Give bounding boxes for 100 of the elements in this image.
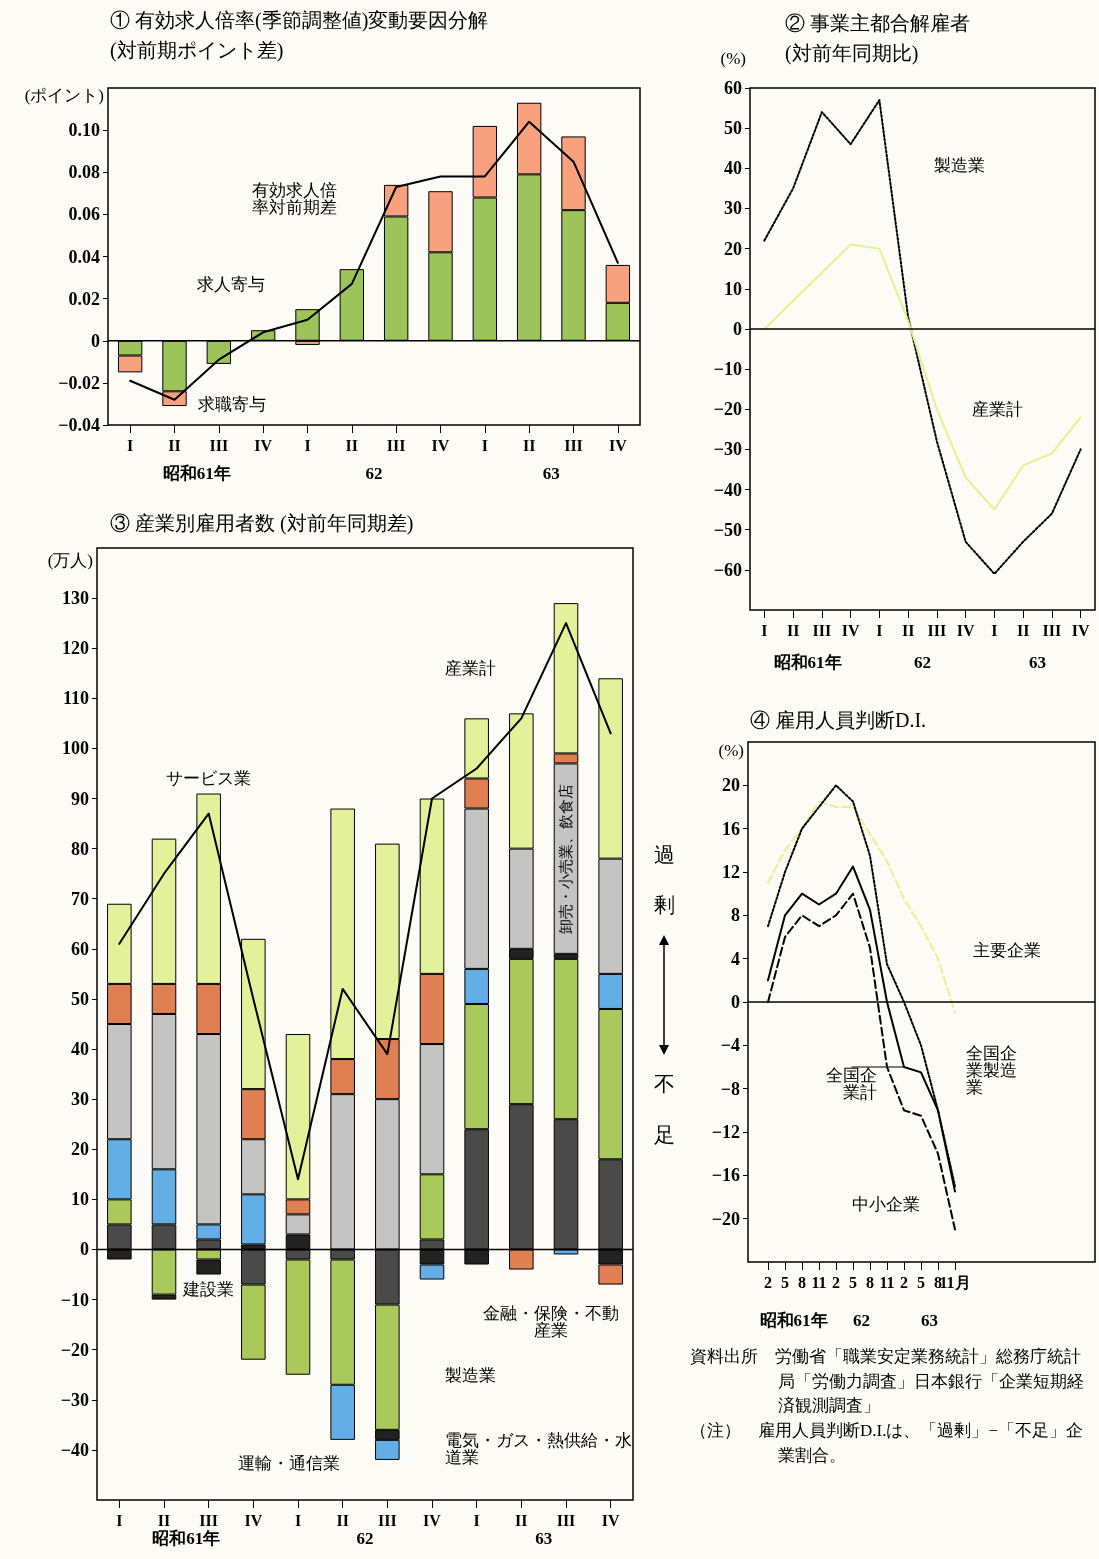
y-axis-title: (ポイント) [24, 85, 104, 105]
text: 62 [914, 652, 931, 672]
x-tick-label: 2 [764, 1273, 772, 1291]
text: 63 [921, 1310, 938, 1330]
y-tick-label: 0 [91, 330, 100, 351]
text: 62 [356, 1528, 374, 1548]
x-tick-label: IV [431, 436, 450, 454]
y-tick-label: 100 [62, 738, 89, 759]
x-tick-label: I [116, 1511, 123, 1529]
x-tick-label: IV [423, 1511, 442, 1529]
y-tick-label: −10 [60, 1289, 89, 1310]
line-series [763, 243, 1082, 511]
text: 製造業 [934, 155, 986, 175]
x-tick-label: 11月 [939, 1273, 971, 1291]
y-tick-label: 0 [733, 318, 742, 339]
series-label: 中小企業 [852, 1195, 920, 1214]
y-tick-label: −0.04 [58, 415, 100, 435]
x-tick-label: II [345, 436, 359, 454]
y-axis-title: (%) [718, 740, 744, 760]
x-tick-label: III [927, 621, 947, 639]
y-tick-label: 90 [71, 788, 89, 809]
x-tick-label: III [564, 436, 583, 454]
series-label: サービス業 [166, 768, 252, 788]
text: 産業計 [445, 658, 497, 678]
y-tick-label: 16 [722, 818, 740, 839]
y-tick-label: −50 [713, 519, 742, 540]
y-tick-label: −20 [60, 1339, 89, 1360]
y-tick-label: 8 [731, 905, 740, 926]
y-tick-label: 20 [724, 238, 742, 259]
text: 昭和61年 [773, 652, 842, 672]
x-tick-label: II [901, 621, 915, 639]
x-tick-label: I [304, 436, 311, 454]
series-label: 運輸・通信業 [238, 1454, 341, 1474]
y-axis-title: (万人) [47, 550, 93, 570]
x-tick-label: II [786, 621, 800, 639]
text: 昭和61年 [759, 1310, 828, 1330]
x-tick-label: 11 [811, 1273, 827, 1291]
text: 製造業 [444, 1365, 496, 1385]
y-tick-label: 60 [724, 78, 742, 98]
y-tick-label: 0 [80, 1239, 89, 1260]
y-tick-label: 0 [731, 992, 740, 1012]
x-tick-label: IV [601, 1511, 620, 1529]
y-tick-label: 30 [71, 1089, 89, 1110]
x-tick-label: 5 [849, 1273, 857, 1291]
y-tick-label: 50 [71, 988, 89, 1009]
y-tick-label: −20 [711, 1208, 740, 1229]
x-tick-label: 5 [917, 1273, 925, 1291]
text: 62 [853, 1310, 870, 1330]
y-axis-title: (%) [720, 48, 746, 68]
y-tick-label: −16 [711, 1165, 740, 1186]
text: 昭和61年 [152, 1528, 221, 1548]
x-tick-label: IV [254, 436, 273, 454]
y-tick-label: −40 [60, 1439, 89, 1460]
text: （注） 雇用人員判断D.I.は、「過剰」−「不足」企業割合。 [690, 1419, 1085, 1467]
x-tick-label: II [157, 1511, 171, 1529]
y-tick-label: −20 [713, 399, 742, 420]
line-series [767, 800, 956, 1014]
x-tick-label: II [515, 1511, 528, 1529]
y-tick-label: −0.02 [58, 372, 100, 393]
y-tick-label: 110 [62, 688, 89, 709]
x-tick-label: I [876, 621, 883, 639]
y-tick-label: −12 [711, 1122, 740, 1142]
y-tick-label: −10 [713, 359, 742, 380]
text: 63 [542, 463, 560, 483]
text: 62 [365, 463, 383, 483]
x-tick-label: I [761, 621, 768, 639]
x-tick-label: 8 [934, 1273, 942, 1291]
y-tick-label: 120 [62, 638, 89, 659]
y-tick-label: −8 [720, 1078, 740, 1099]
chart-subtitle: (対前年同期比) [785, 42, 919, 65]
y-tick-label: 80 [71, 838, 89, 859]
y-tick-label: 50 [724, 118, 742, 139]
x-tick-label: IV [1071, 621, 1090, 639]
x-tick-label: I [481, 436, 488, 454]
y-tick-label: −60 [713, 559, 742, 580]
x-tick-label: III [812, 621, 832, 639]
y-tick-label: 130 [62, 588, 89, 609]
series-label: 産業計 [971, 399, 1023, 419]
y-tick-label: 4 [731, 948, 740, 969]
legend-label: 全国企業計 [826, 1066, 877, 1102]
x-tick-label: II [1016, 621, 1030, 639]
x-tick-label: 11 [879, 1273, 895, 1291]
text: 63 [1029, 652, 1046, 672]
x-tick-label: III [209, 436, 229, 454]
y-tick-label: −4 [720, 1035, 740, 1056]
chart-title: ① 有効求人倍率(季節調整値)変動要因分解 [110, 9, 489, 32]
x-tick-label: III [1042, 621, 1062, 639]
text: 不足 [653, 1072, 675, 1147]
y-tick-label: 70 [71, 888, 89, 909]
x-tick-label: I [127, 436, 134, 454]
series-label: 主要企業 [973, 941, 1041, 961]
x-tick-label: 8 [798, 1273, 806, 1291]
series-label: 求職寄与 [197, 395, 266, 415]
y-tick-label: 60 [71, 938, 89, 959]
y-tick-label: 0.04 [68, 246, 100, 267]
text: 電気・ガス・熱供給・水道業 [444, 1430, 632, 1467]
y-tick-label: 10 [71, 1189, 89, 1210]
y-tick-label: 0.10 [68, 120, 100, 141]
series-label: 全国企業製造業 [966, 1043, 1017, 1097]
y-tick-label: 30 [724, 198, 742, 219]
